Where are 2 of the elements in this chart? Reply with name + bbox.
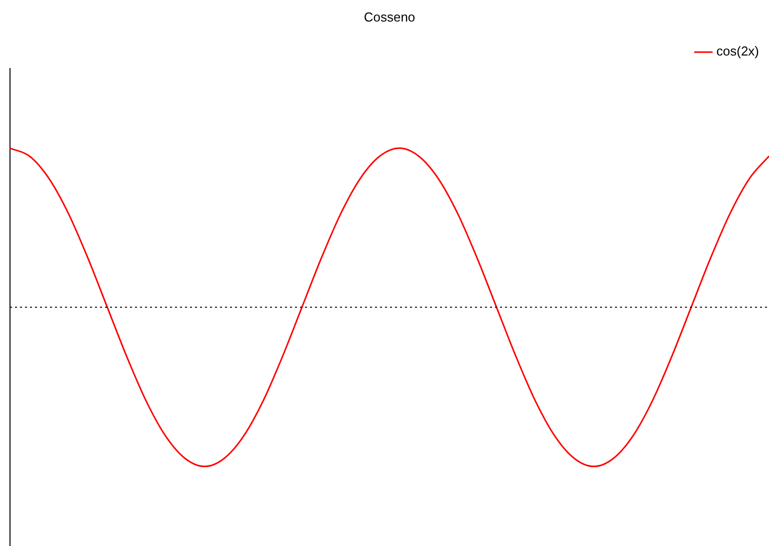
chart-title: Cosseno bbox=[364, 9, 416, 24]
legend-label: cos(2x) bbox=[716, 44, 760, 59]
